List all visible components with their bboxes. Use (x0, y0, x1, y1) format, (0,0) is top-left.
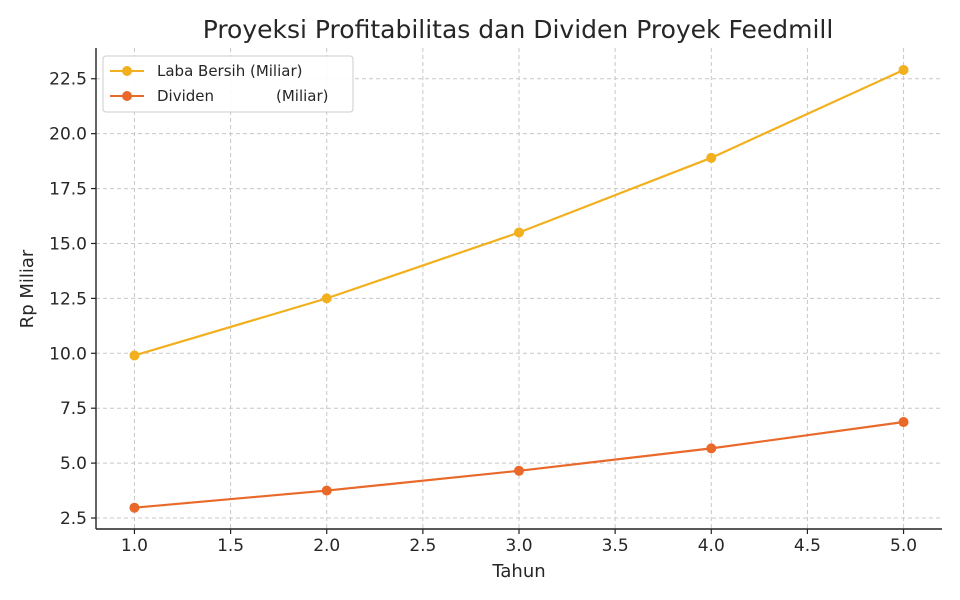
y-axis-ticks: 2.5 5.0 7.5 10.0 12.5 15.0 17.5 20.0 22.5 (49, 70, 96, 529)
legend-frame (102, 55, 354, 113)
legend: Laba Bersih (Miliar) Dividen (Miliar) (102, 55, 354, 113)
dividen-point (514, 465, 524, 476)
dividen-point (706, 443, 717, 454)
laba-bersih-point (129, 350, 140, 361)
x-tick-label: 2.0 (313, 536, 340, 556)
x-tick-label: 3.0 (505, 536, 532, 556)
legend-marker-dividen (122, 91, 132, 101)
dividen-point (129, 502, 140, 513)
y-tick-label: 15.0 (49, 234, 87, 254)
y-tick-label: 10.0 (49, 344, 87, 364)
laba-bersih-point (898, 64, 909, 75)
y-tick-label: 2.5 (60, 509, 87, 529)
dividen-point (898, 417, 909, 428)
x-tick-label: 3.5 (602, 536, 629, 556)
y-tick-label: 20.0 (49, 125, 87, 145)
x-tick-label: 1.5 (217, 536, 244, 556)
grid-layer (96, 48, 942, 529)
legend-marker-laba (122, 66, 132, 76)
x-tick-label: 4.5 (794, 536, 821, 556)
laba-bersih-point (514, 227, 524, 238)
y-tick-label: 5.0 (60, 454, 87, 474)
x-tick-label: 1.0 (121, 536, 148, 556)
x-axis-label: Tahun (491, 561, 545, 582)
y-tick-label: 22.5 (49, 70, 87, 90)
x-tick-label: 4.0 (698, 536, 725, 556)
series-layer (129, 64, 909, 513)
laba-bersih-point (321, 293, 332, 304)
chart-title: Proyeksi Profitabilitas dan Dividen Proy… (203, 15, 834, 44)
dividen-point (321, 485, 332, 496)
y-tick-label: 7.5 (60, 399, 87, 419)
legend-label-dividen: Dividen (Miliar) (157, 87, 329, 105)
y-axis-label: Rp Miliar (17, 249, 38, 328)
y-tick-label: 17.5 (49, 180, 87, 200)
x-tick-label: 2.5 (409, 536, 436, 556)
y-tick-label: 12.5 (49, 289, 87, 309)
x-tick-label: 5.0 (890, 536, 917, 556)
laba-bersih-point (706, 152, 717, 163)
x-axis-ticks: 1.0 1.5 2.0 2.5 3.0 3.5 4.0 4.5 5.0 (121, 529, 917, 556)
legend-label-laba: Laba Bersih (Miliar) (157, 62, 302, 80)
